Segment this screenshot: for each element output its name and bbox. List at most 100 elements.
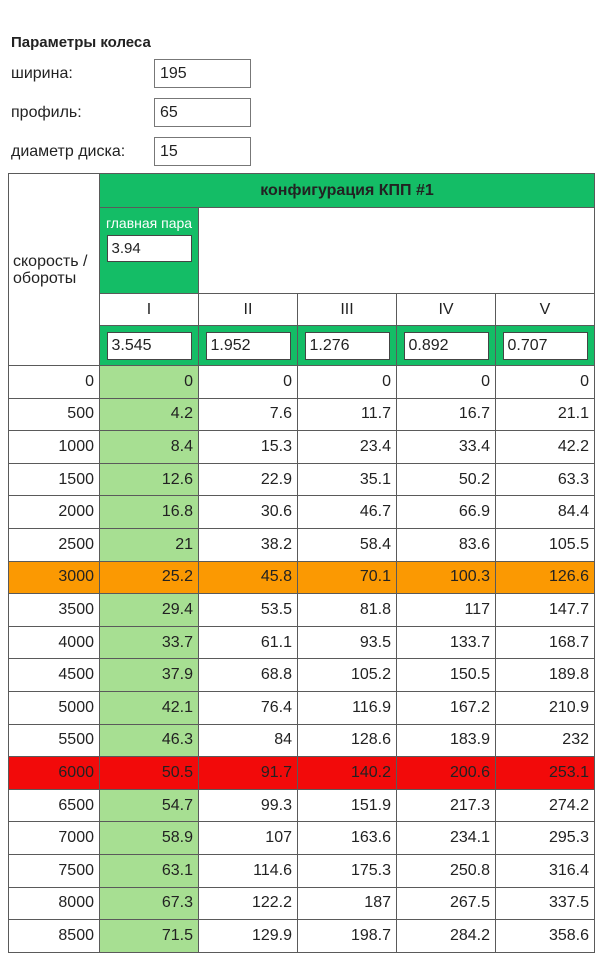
gear-label-row: I II III IV V: [9, 293, 595, 326]
gear-ratio-cell-3: [297, 325, 397, 366]
speed-cell-gear-4: 83.6: [396, 527, 496, 562]
rpm-cell: 5000: [8, 690, 100, 725]
speed-cell-gear-1: 33.7: [99, 625, 199, 660]
speed-cell-gear-3: 151.9: [297, 788, 397, 823]
rpm-cell: 7000: [8, 821, 100, 855]
table-row: 8500 71.5 129.9 198.7 284.2 358.6: [8, 919, 595, 953]
speed-cell-gear-4: 267.5: [396, 886, 496, 921]
table-row: 3000 25.2 45.8 70.1 100.3 126.6: [8, 560, 595, 595]
wheel-params-title: Параметры колеса: [11, 34, 151, 51]
rpm-cell: 1000: [8, 430, 100, 464]
rpm-cell: 6000: [8, 756, 100, 790]
table-row: 4000 33.7 61.1 93.5 133.7 168.7: [8, 625, 595, 660]
table-row: 7000 58.9 107 163.6 234.1 295.3: [8, 821, 595, 855]
speed-cell-gear-1: 63.1: [99, 853, 199, 888]
speed-cell-gear-3: 70.1: [297, 560, 397, 595]
gear-ratio-input-2[interactable]: [205, 331, 291, 360]
config-title: конфигурация КПП #1: [99, 173, 595, 208]
speed-cell-gear-2: 84: [198, 723, 298, 758]
gear-label-2: II: [198, 293, 298, 326]
table-row: 7500 63.1 114.6 175.3 250.8 316.4: [8, 853, 595, 888]
rpm-cell: 8000: [8, 886, 100, 921]
width-row: ширина:: [11, 59, 311, 98]
speed-cell-gear-5: 316.4: [495, 853, 595, 888]
speed-cell-gear-4: 167.2: [396, 690, 496, 725]
speed-cell-gear-3: 198.7: [297, 919, 397, 953]
table-row: 4500 37.9 68.8 105.2 150.5 189.8: [8, 658, 595, 692]
speed-cell-gear-3: 175.3: [297, 853, 397, 888]
rpm-cell: 8500: [8, 919, 100, 953]
gear-ratio-input-1[interactable]: [106, 331, 192, 360]
gear-speed-table: скорость / обороты конфигурация КПП #1 г…: [8, 173, 595, 953]
rpm-cell: 5500: [8, 723, 100, 758]
speed-cell-gear-5: 189.8: [495, 658, 595, 692]
speed-cell-gear-1: 4.2: [99, 397, 199, 432]
speed-cell-gear-5: 0: [495, 365, 595, 399]
speed-cell-gear-5: 126.6: [495, 560, 595, 595]
rpm-cell: 2500: [8, 527, 100, 562]
speed-cell-gear-2: 114.6: [198, 853, 298, 888]
speed-cell-gear-1: 50.5: [99, 756, 199, 790]
speed-cell-gear-2: 122.2: [198, 886, 298, 921]
speed-cell-gear-5: 253.1: [495, 756, 595, 790]
table-row: 2500 21 38.2 58.4 83.6 105.5: [8, 527, 595, 562]
gear-ratio-input-5[interactable]: [502, 331, 588, 360]
rpm-cell: 4500: [8, 658, 100, 692]
main-pair-label: главная пара: [105, 215, 193, 231]
profile-row: профиль:: [11, 98, 311, 137]
speed-cell-gear-4: 100.3: [396, 560, 496, 595]
speed-cell-gear-2: 30.6: [198, 495, 298, 529]
speed-cell-gear-1: 25.2: [99, 560, 199, 595]
gear-ratio-cell-5: [495, 325, 595, 366]
speed-cell-gear-3: 140.2: [297, 756, 397, 790]
profile-input[interactable]: [154, 98, 251, 127]
width-input[interactable]: [154, 59, 251, 88]
speed-cell-gear-3: 46.7: [297, 495, 397, 529]
table-row: 5500 46.3 84 128.6 183.9 232: [8, 723, 595, 758]
speed-cell-gear-5: 274.2: [495, 788, 595, 823]
speed-cell-gear-1: 12.6: [99, 462, 199, 497]
speed-cell-gear-1: 8.4: [99, 430, 199, 464]
speed-cell-gear-4: 183.9: [396, 723, 496, 758]
speed-cell-gear-1: 71.5: [99, 919, 199, 953]
speed-cell-gear-2: 76.4: [198, 690, 298, 725]
speed-cell-gear-3: 116.9: [297, 690, 397, 725]
speed-cell-gear-4: 284.2: [396, 919, 496, 953]
rim-input[interactable]: [154, 137, 251, 166]
rpm-cell: 4000: [8, 625, 100, 660]
rpm-cell: 500: [8, 397, 100, 432]
speed-cell-gear-1: 42.1: [99, 690, 199, 725]
speed-cell-gear-1: 21: [99, 527, 199, 562]
width-label: ширина:: [11, 65, 73, 82]
gear-label-1: I: [99, 293, 199, 326]
gear-label-5: V: [495, 293, 595, 326]
speed-cell-gear-5: 337.5: [495, 886, 595, 921]
rpm-cell: 1500: [8, 462, 100, 497]
speed-cell-gear-1: 67.3: [99, 886, 199, 921]
rpm-cell: 2000: [8, 495, 100, 529]
speed-cell-gear-2: 22.9: [198, 462, 298, 497]
gear-ratio-input-3[interactable]: [304, 331, 390, 360]
speed-cell-gear-3: 187: [297, 886, 397, 921]
table-row: 6000 50.5 91.7 140.2 200.6 253.1: [8, 756, 595, 790]
speed-cell-gear-2: 107: [198, 821, 298, 855]
speed-cell-gear-4: 33.4: [396, 430, 496, 464]
speed-cell-gear-1: 54.7: [99, 788, 199, 823]
rpm-cell: 7500: [8, 853, 100, 888]
speed-cell-gear-1: 29.4: [99, 593, 199, 627]
table-row: 5000 42.1 76.4 116.9 167.2 210.9: [8, 690, 595, 725]
speed-cell-gear-2: 68.8: [198, 658, 298, 692]
speed-cell-gear-5: 63.3: [495, 462, 595, 497]
gear-ratio-input-4[interactable]: [403, 331, 489, 360]
speed-cell-gear-4: 250.8: [396, 853, 496, 888]
speed-cell-gear-1: 16.8: [99, 495, 199, 529]
speed-cell-gear-3: 58.4: [297, 527, 397, 562]
speed-cell-gear-1: 0: [99, 365, 199, 399]
rim-label: диаметр диска:: [11, 143, 126, 160]
speed-cell-gear-4: 66.9: [396, 495, 496, 529]
table-row: 500 4.2 7.6 11.7 16.7 21.1: [8, 397, 595, 432]
speed-cell-gear-4: 117: [396, 593, 496, 627]
speed-cell-gear-5: 232: [495, 723, 595, 758]
speed-cell-gear-4: 0: [396, 365, 496, 399]
main-pair-input[interactable]: [106, 235, 192, 262]
